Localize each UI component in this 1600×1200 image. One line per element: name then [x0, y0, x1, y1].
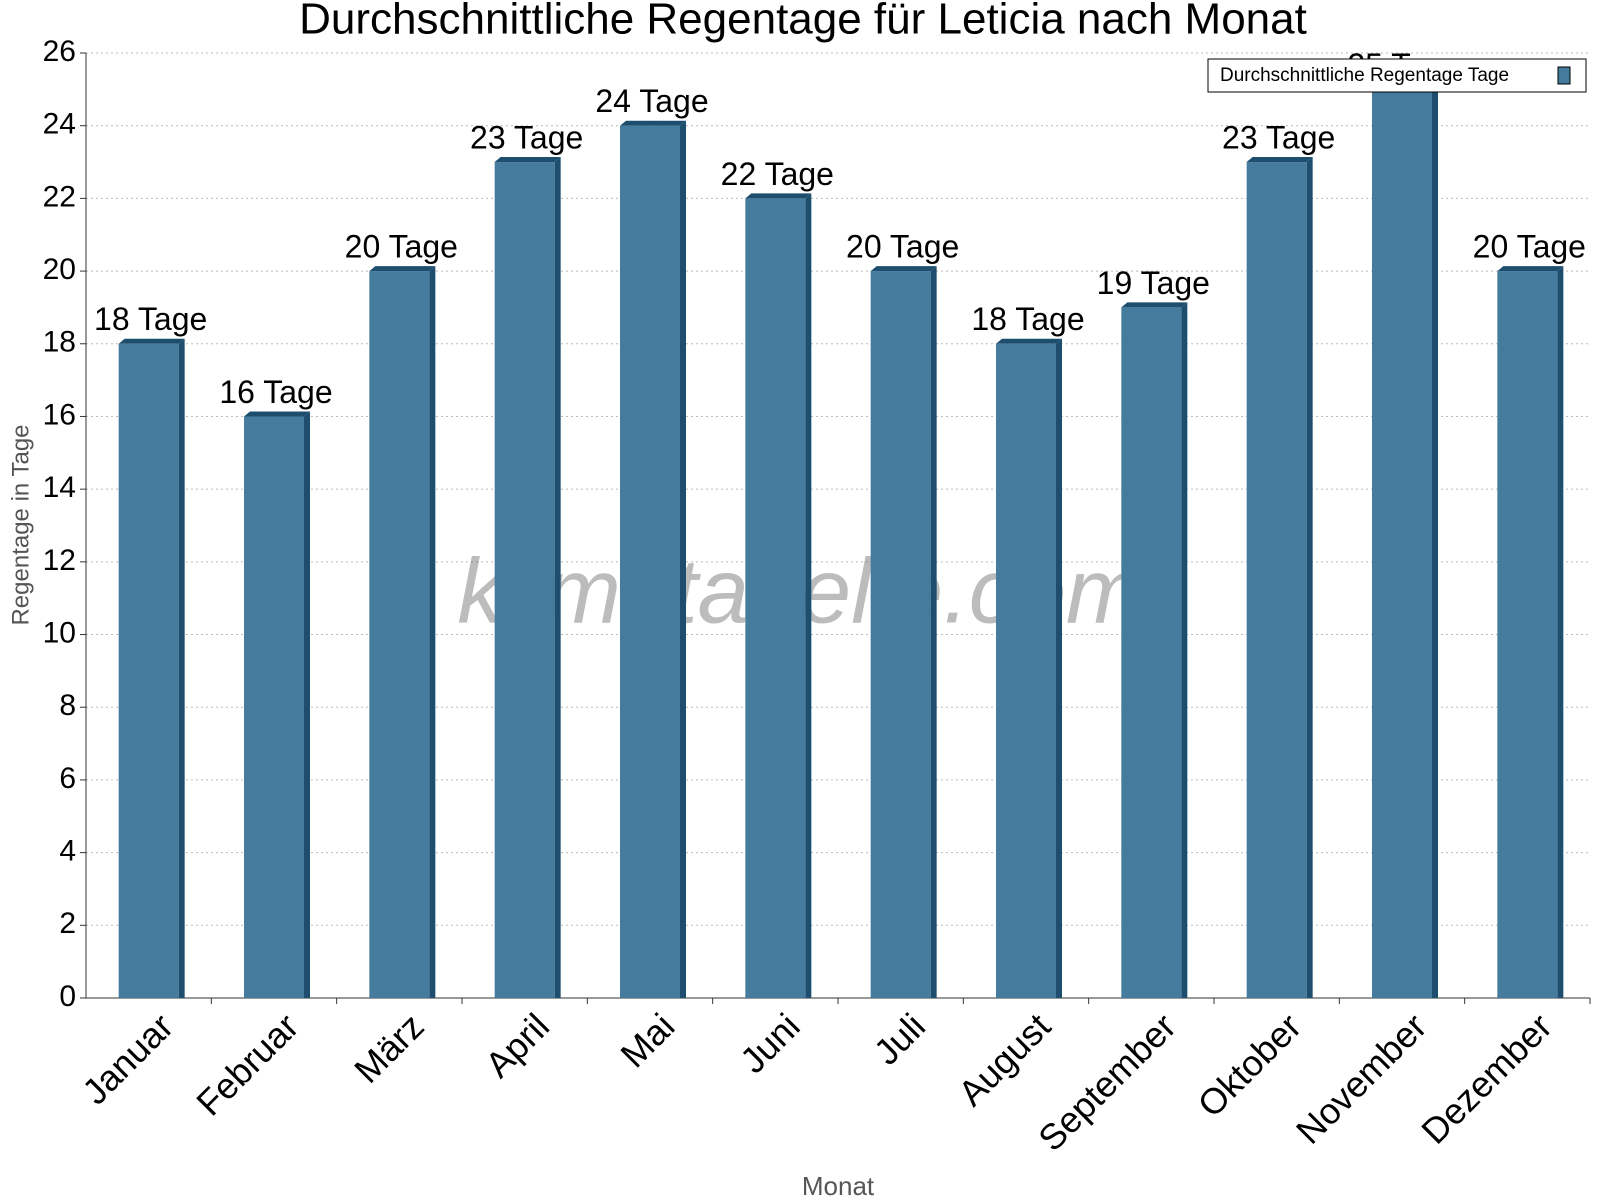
bar-depth [1056, 338, 1062, 998]
bar-top [369, 266, 436, 272]
bar [620, 125, 680, 998]
bar-depth [1181, 302, 1188, 998]
y-tick-label: 14 [43, 471, 76, 504]
bar [870, 271, 931, 999]
data-label: 16 Tage [219, 374, 332, 410]
bar-depth [1432, 84, 1438, 999]
y-tick-label: 26 [43, 35, 76, 68]
bar [494, 162, 555, 999]
bar [1246, 162, 1307, 999]
bar [1121, 307, 1182, 998]
bar-top [1497, 266, 1564, 272]
x-tick-label: Januar [74, 1005, 181, 1112]
x-tick-label: Mai [612, 1005, 682, 1075]
bar-depth [429, 266, 436, 999]
bar [1497, 271, 1558, 999]
bar-top [494, 157, 561, 163]
bar [1372, 89, 1432, 999]
y-tick-label: 8 [59, 689, 76, 722]
y-tick-label: 4 [59, 835, 76, 868]
y-tick-label: 24 [43, 108, 76, 141]
bar [244, 416, 304, 998]
bar-depth [1306, 157, 1313, 999]
x-tick-label: Oktober [1190, 1005, 1310, 1125]
data-label: 18 Tage [971, 301, 1084, 337]
y-tick-label: 22 [43, 180, 76, 213]
legend-box [1207, 58, 1587, 93]
y-tick-label: 12 [43, 544, 76, 577]
x-tick-label: Dezember [1413, 1005, 1559, 1151]
y-tick-label: 0 [59, 980, 76, 1013]
y-axis-label: Regentage in Tage [7, 424, 34, 625]
y-tick-label: 18 [43, 326, 76, 359]
bar-top [620, 120, 686, 126]
bar-top [118, 338, 185, 344]
bar-depth [304, 411, 310, 998]
bar-depth [805, 193, 812, 998]
data-label: 20 Tage [846, 229, 959, 265]
y-tick-label: 6 [59, 762, 76, 795]
x-axis-label: Monat [802, 1171, 875, 1200]
bar-depth [178, 338, 185, 998]
data-label: 23 Tage [1222, 119, 1335, 155]
x-tick-label: August [950, 1005, 1058, 1113]
bar-top [996, 338, 1062, 344]
bar [996, 343, 1056, 998]
y-tick-label: 2 [59, 907, 76, 940]
bar-top [745, 193, 812, 199]
bar-depth [554, 157, 561, 999]
data-label: 18 Tage [94, 301, 207, 337]
chart-title: Durchschnittliche Regentage für Leticia … [299, 0, 1307, 44]
bar-depth [1557, 266, 1564, 999]
x-tick-label: November [1288, 1005, 1434, 1151]
bar [369, 271, 430, 999]
y-tick-label: 16 [43, 398, 76, 431]
bar [118, 343, 179, 998]
bar [745, 198, 806, 998]
legend-swatch [1557, 66, 1571, 85]
bar-top [1121, 302, 1188, 308]
x-tick-label: September [1030, 1005, 1184, 1159]
x-tick-label: Februar [188, 1005, 306, 1123]
data-label: 19 Tage [1097, 265, 1210, 301]
y-tick-label: 20 [43, 253, 76, 286]
bar-top [244, 411, 310, 417]
x-tick-label: März [346, 1005, 432, 1091]
data-label: 20 Tage [345, 229, 458, 265]
x-tick-label: Juni [732, 1005, 808, 1081]
data-label: 24 Tage [595, 83, 708, 119]
y-tick-label: 10 [43, 616, 76, 649]
bar-top [870, 266, 937, 272]
data-label: 20 Tage [1473, 229, 1586, 265]
data-label: 22 Tage [721, 156, 834, 192]
bar-depth [930, 266, 937, 999]
data-label: 23 Tage [470, 119, 583, 155]
bar-depth [680, 120, 686, 998]
x-tick-label: Juli [866, 1005, 933, 1072]
bar-top [1246, 157, 1313, 163]
x-tick-label: April [477, 1005, 557, 1085]
legend-label: Durchschnittliche Regentage Tage [1220, 65, 1509, 86]
legend: Durchschnittliche Regentage Tage [1207, 58, 1587, 93]
